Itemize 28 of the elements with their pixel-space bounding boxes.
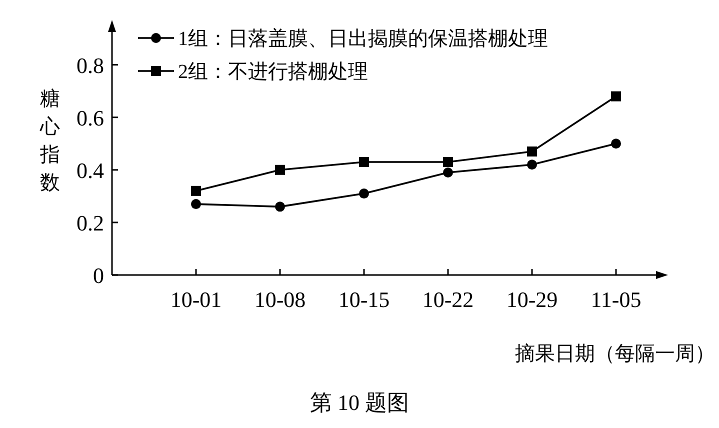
point [191,199,201,210]
point [359,188,369,199]
point [275,202,285,212]
y-tick-label: 0.4 [76,158,104,183]
point [191,186,201,196]
point [359,157,369,168]
y-tick-label: 0.6 [76,105,104,130]
point [527,160,537,170]
legend-label: 2组：不进行搭棚处理 [178,61,368,83]
point [611,138,621,149]
text: 第 10 题图 [310,390,409,415]
point [611,91,621,102]
point [443,168,453,178]
point [275,164,285,175]
y-tick-label: 0 [93,263,104,288]
y-axis-title: 糖心指数 [39,88,60,194]
x-tick-label: 10-08 [254,287,306,312]
y-tick-label: 0.8 [76,52,104,78]
x-tick-label: 10-01 [170,287,222,312]
x-tick-label: 10-29 [506,287,558,312]
point [443,157,453,168]
legend-label: 1组：日落盖膜、日出揭膜的保温搭棚处理 [178,27,548,50]
x-tick-label: 10-22 [422,287,474,312]
x-axis-title: 摘果日期（每隔一周） [515,343,715,365]
x-tick-label: 10-15 [338,287,390,312]
y-tick-label: 0.2 [76,210,104,236]
point [527,146,537,156]
x-tick-label: 11-05 [590,287,642,312]
